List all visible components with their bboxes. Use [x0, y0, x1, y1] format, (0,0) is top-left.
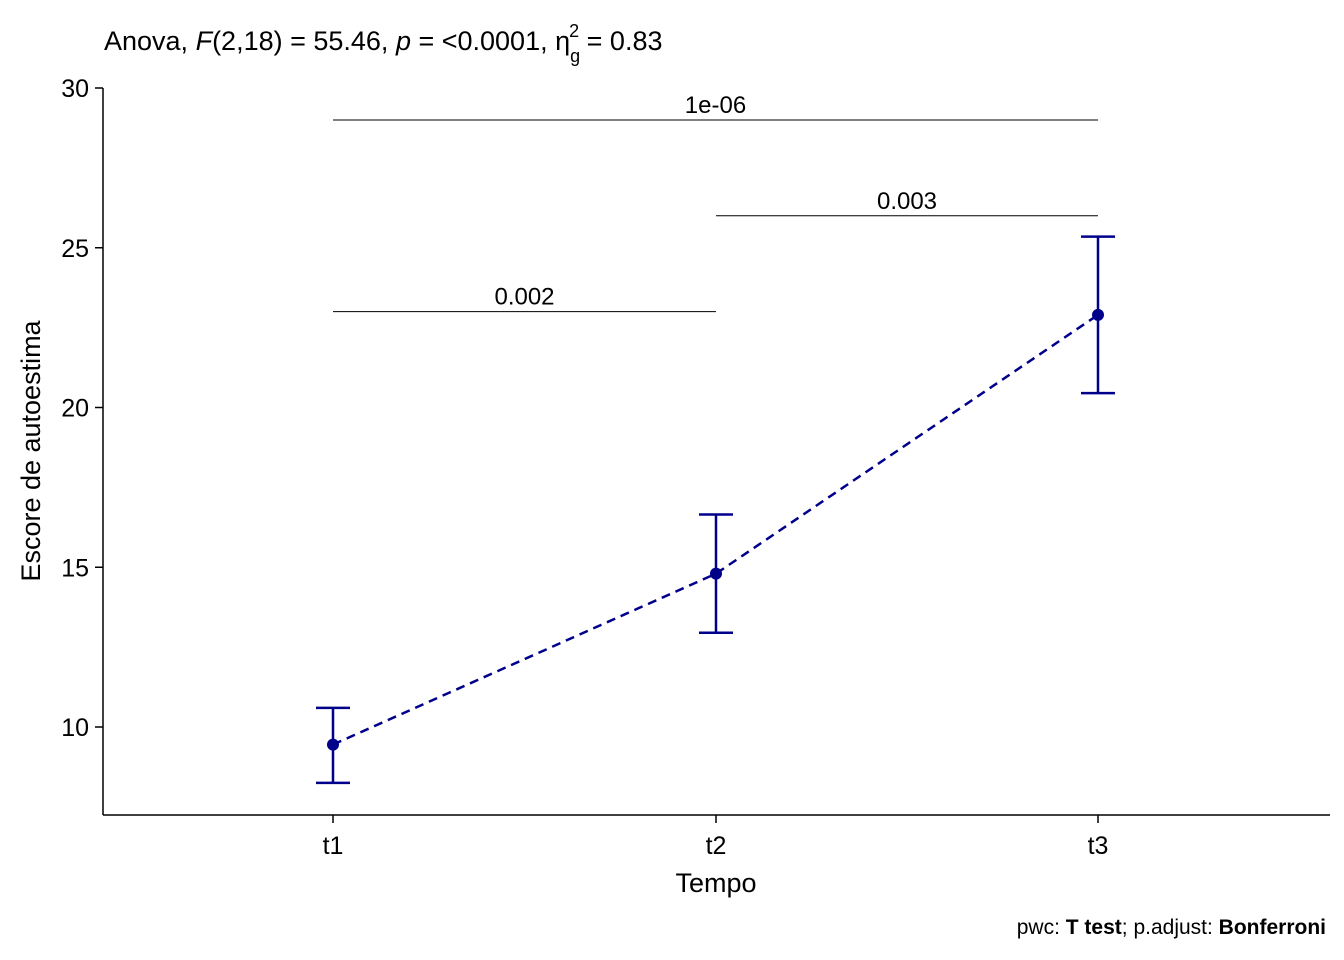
y-tick-label: 10 — [61, 714, 89, 742]
title-p-text: = <0.0001, — [411, 26, 555, 56]
x-tick-label: t1 — [323, 832, 344, 860]
x-axis-label: Tempo — [675, 868, 756, 898]
y-ticks: 10 15 20 25 30 — [61, 75, 103, 742]
y-tick-label: 25 — [61, 235, 89, 263]
caption-test-name: T test — [1066, 916, 1122, 939]
caption-part-1: pwc: — [1017, 916, 1066, 939]
title-eta-subscript: g — [570, 46, 580, 66]
x-tick-label: t3 — [1088, 832, 1109, 860]
data-point — [710, 567, 722, 580]
caption: pwc: T test; p.adjust: Bonferroni — [1017, 916, 1326, 939]
comparison-brackets: 0.002 0.003 1e-06 — [333, 92, 1098, 313]
title-eta-value: = 0.83 — [579, 26, 662, 56]
x-tick-label: t2 — [706, 832, 727, 860]
comparison-pvalue-label: 1e-06 — [685, 92, 746, 119]
title-df: (2,18) = 55.46, — [212, 26, 396, 56]
data-point — [327, 738, 339, 751]
y-axis-label: Escore de autoestima — [16, 319, 46, 581]
data-series — [316, 235, 1115, 785]
title-eta-symbol: η — [555, 26, 570, 56]
title-f-symbol: F — [196, 26, 214, 56]
caption-adjust-method: Bonferroni — [1219, 916, 1326, 939]
data-point — [1092, 308, 1104, 321]
comparison-pvalue-label: 0.002 — [494, 284, 554, 311]
series-line — [332, 313, 1099, 746]
title-p-symbol: p — [395, 26, 411, 56]
title-prefix: Anova, — [104, 26, 196, 56]
caption-part-3: ; p.adjust: — [1122, 916, 1219, 939]
chart-title: Anova, F(2,18) = 55.46, p = <0.0001, ηg 2… — [104, 21, 662, 66]
y-tick-label: 20 — [61, 395, 89, 423]
title-eta-superscript: 2 — [569, 21, 579, 41]
comparison-pvalue-label: 0.003 — [877, 188, 937, 215]
y-tick-label: 15 — [61, 554, 89, 582]
y-tick-label: 30 — [61, 75, 89, 103]
x-ticks: t1 t2 t3 — [323, 815, 1109, 860]
